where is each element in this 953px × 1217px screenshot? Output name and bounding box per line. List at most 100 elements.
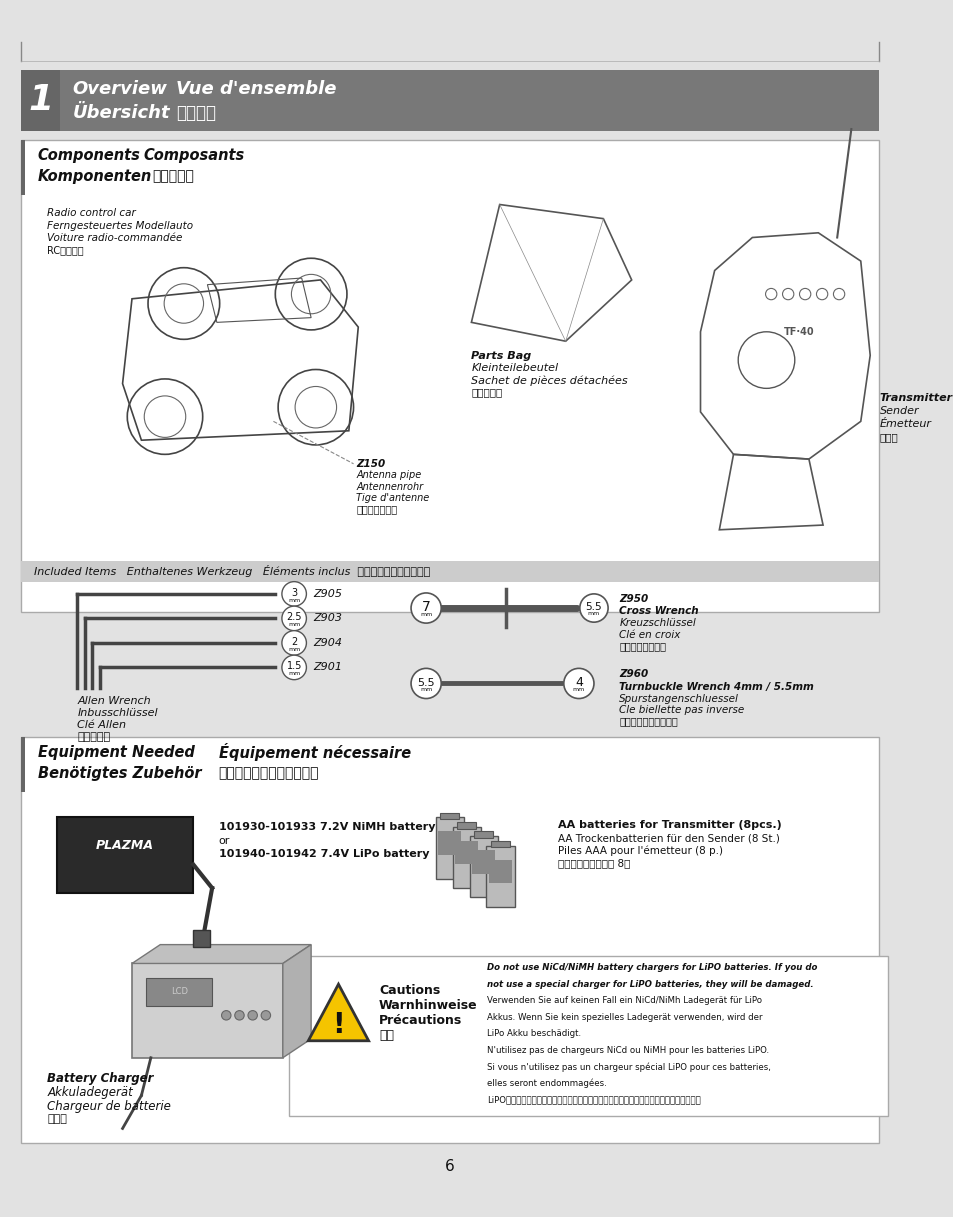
Text: RCカー本体: RCカー本体: [47, 245, 84, 256]
Text: TF·40: TF·40: [783, 327, 814, 337]
Circle shape: [411, 668, 441, 699]
Text: Warnhinweise: Warnhinweise: [378, 999, 477, 1013]
Text: Battery Charger: Battery Charger: [47, 1072, 153, 1084]
Text: Equipment Needed: Equipment Needed: [38, 745, 194, 759]
Text: セット内容: セット内容: [152, 169, 194, 184]
Text: 送信機用単三乾電池 8本: 送信機用単三乾電池 8本: [558, 858, 630, 868]
Text: Z901: Z901: [313, 662, 342, 673]
Circle shape: [248, 1010, 257, 1020]
Bar: [56, 818, 193, 893]
Text: Clé en croix: Clé en croix: [618, 629, 680, 640]
Text: パーツ袋詰: パーツ袋詰: [471, 387, 502, 398]
Text: 1: 1: [28, 83, 53, 117]
Text: 2: 2: [291, 636, 297, 647]
Text: ミニクロスレンチ: ミニクロスレンチ: [618, 641, 666, 651]
Text: 別にお買い求めいただく物: 別にお買い求めいただく物: [218, 765, 319, 780]
Text: 警告: 警告: [378, 1030, 394, 1043]
Bar: [440, 813, 458, 819]
Circle shape: [281, 606, 306, 630]
Text: アンテナパイプ: アンテナパイプ: [356, 504, 397, 515]
Text: 1.5: 1.5: [286, 662, 301, 672]
Text: Vue d'ensemble: Vue d'ensemble: [176, 79, 336, 97]
Text: 101930-101933 7.2V NiMH battery: 101930-101933 7.2V NiMH battery: [218, 821, 435, 832]
Text: 7: 7: [421, 600, 430, 615]
Text: AA Trockenbatterien für den Sender (8 St.): AA Trockenbatterien für den Sender (8 St…: [558, 834, 780, 843]
Text: mm: mm: [419, 612, 432, 617]
Text: Cross Wrench: Cross Wrench: [618, 606, 699, 616]
Text: 製品概要: 製品概要: [176, 105, 216, 122]
Text: Chargeur de batterie: Chargeur de batterie: [47, 1100, 171, 1114]
Text: Z150: Z150: [356, 459, 385, 469]
Text: Z904: Z904: [313, 638, 342, 647]
Bar: [21, 69, 60, 131]
Text: Ferngesteuertes Modellauto: Ferngesteuertes Modellauto: [47, 220, 193, 230]
Bar: [452, 826, 480, 888]
Bar: [456, 821, 476, 829]
Text: Parts Bag: Parts Bag: [471, 350, 531, 360]
Text: Sachet de pièces détachées: Sachet de pièces détachées: [471, 375, 627, 386]
Text: Équipement nécessaire: Équipement nécessaire: [218, 744, 411, 762]
Bar: [289, 955, 887, 1116]
Text: Antenna pipe: Antenna pipe: [356, 471, 421, 481]
Bar: [21, 69, 878, 131]
Text: Composants: Composants: [143, 148, 244, 163]
Bar: [193, 931, 210, 948]
Bar: [472, 851, 495, 874]
Text: mm: mm: [419, 688, 432, 692]
Text: LCD: LCD: [171, 987, 188, 997]
Text: Spurstangenschluessel: Spurstangenschluessel: [618, 694, 739, 703]
Text: AA batteries for Transmitter (8pcs.): AA batteries for Transmitter (8pcs.): [558, 820, 781, 830]
Circle shape: [563, 668, 594, 699]
Text: ターンバックルレンチ: ターンバックルレンチ: [618, 717, 678, 727]
Text: Z950: Z950: [618, 594, 648, 604]
Text: Overview: Overview: [72, 79, 168, 97]
Text: Z960: Z960: [618, 669, 648, 679]
Text: Kreuzschlüssel: Kreuzschlüssel: [618, 618, 696, 628]
Text: Émetteur: Émetteur: [879, 420, 931, 430]
Text: Allen Wrench: Allen Wrench: [77, 696, 151, 706]
Text: Verwenden Sie auf keinen Fall ein NiCd/NiMh Ladegerät für LiPo: Verwenden Sie auf keinen Fall ein NiCd/N…: [487, 997, 761, 1005]
Text: Inbusschlüssel: Inbusschlüssel: [77, 708, 158, 718]
Text: Benötigtes Zubehör: Benötigtes Zubehör: [38, 765, 201, 780]
Bar: [21, 140, 26, 195]
Bar: [21, 561, 878, 582]
Text: 送信機: 送信機: [879, 433, 898, 443]
Text: PLAZMA: PLAZMA: [95, 839, 153, 852]
Text: 5.5: 5.5: [585, 602, 601, 612]
Text: Cle biellette pas inverse: Cle biellette pas inverse: [618, 705, 744, 716]
Polygon shape: [282, 944, 311, 1058]
Text: Précautions: Précautions: [378, 1015, 462, 1027]
Bar: [489, 859, 512, 884]
Bar: [474, 831, 493, 839]
Polygon shape: [132, 944, 311, 964]
Text: Turnbuckle Wrench 4mm / 5.5mm: Turnbuckle Wrench 4mm / 5.5mm: [618, 682, 813, 691]
Circle shape: [579, 594, 607, 622]
Text: Antennenrohr: Antennenrohr: [356, 482, 423, 492]
Text: or: or: [218, 836, 230, 846]
Text: elles seront endommagées.: elles seront endommagées.: [487, 1079, 606, 1088]
Text: Akkus. Wenn Sie kein spezielles Ladegerät verwenden, wird der: Akkus. Wenn Sie kein spezielles Ladegerä…: [487, 1013, 762, 1022]
Bar: [132, 964, 282, 1058]
Text: !: !: [332, 1011, 344, 1039]
Bar: [146, 977, 212, 1006]
Circle shape: [234, 1010, 244, 1020]
Text: Included Items   Enthaltenes Werkzeug   Éléments inclus  キットに入っている工具: Included Items Enthaltenes Werkzeug Élém…: [34, 565, 430, 577]
Text: Transmitter: Transmitter: [879, 393, 952, 403]
Bar: [436, 818, 463, 879]
Circle shape: [411, 593, 441, 623]
Text: LiPOバッテリーに対応しない充電器は使用しないでください。バッテリーが破損します。: LiPOバッテリーに対応しない充電器は使用しないでください。バッテリーが破損しま…: [487, 1095, 700, 1105]
Text: mm: mm: [288, 672, 300, 677]
Text: 4: 4: [575, 675, 582, 689]
Text: Übersicht: Übersicht: [72, 105, 170, 122]
Text: 101940-101942 7.4V LiPo battery: 101940-101942 7.4V LiPo battery: [218, 849, 429, 859]
Text: Radio control car: Radio control car: [47, 208, 135, 218]
Text: N'utilisez pas de chargeurs NiCd ou NiMH pour les batteries LiPO.: N'utilisez pas de chargeurs NiCd ou NiMH…: [487, 1045, 769, 1055]
Bar: [455, 841, 477, 864]
Bar: [21, 738, 878, 1143]
Bar: [21, 738, 26, 792]
Text: Do not use NiCd/NiMH battery chargers for LiPO batteries. If you do: Do not use NiCd/NiMH battery chargers fo…: [487, 964, 817, 972]
Text: Sender: Sender: [879, 406, 919, 416]
Text: mm: mm: [288, 598, 300, 602]
Bar: [491, 841, 510, 847]
Text: Piles AAA pour l'émetteur (8 p.): Piles AAA pour l'émetteur (8 p.): [558, 846, 722, 856]
